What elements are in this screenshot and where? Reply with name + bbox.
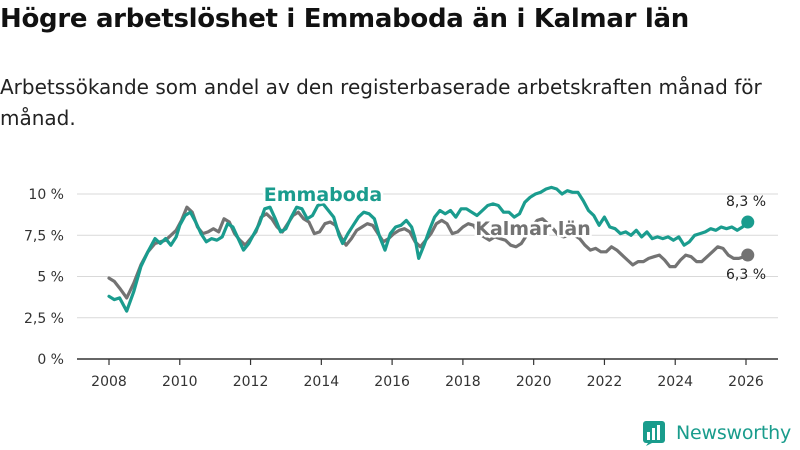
x-axis: 2008 2010 2012 2014 2016 2018 2020 2022 2024 2026 (77, 358, 778, 390)
y-tick-label: 5 % (37, 270, 64, 286)
x-tick-label: 2010 (162, 374, 198, 390)
y-tick-label: 7,5 % (24, 228, 64, 244)
x-tick-label: 2024 (657, 374, 693, 390)
end-value-label-kalmar-lan: 6,3 % (726, 267, 766, 283)
x-tick-label: 2008 (91, 374, 127, 390)
series-line-emmaboda (107, 185, 750, 313)
y-tick-label: 2,5 % (24, 311, 64, 327)
x-tick-label: 2020 (516, 374, 552, 390)
series-lines (107, 185, 755, 313)
x-tick-label: 2016 (374, 374, 410, 390)
series-label-kalmar-lan: Kalmar län (475, 218, 591, 240)
end-value-label-emmaboda: 8,3 % (726, 194, 766, 210)
series-line-kalmar-lan (107, 205, 750, 300)
brand-name: Newsworthy (676, 422, 792, 444)
newsworthy-logo: Newsworthy (642, 418, 791, 448)
chart-title: Högre arbetslöshet i Emmaboda än i Kalma… (0, 4, 689, 34)
x-tick-label: 2026 (728, 374, 764, 390)
series-label-emmaboda: Emmaboda (264, 184, 382, 206)
series-end-point-emmaboda (741, 215, 755, 229)
bar-chart-logo-icon (643, 421, 665, 446)
y-tick-label: 10 % (28, 187, 64, 203)
series-end-point-kalmar-lan (741, 248, 755, 262)
grid-lines (77, 193, 778, 319)
x-tick-label: 2022 (587, 374, 623, 390)
chart-subtitle: Arbetssökande som andel av den registerb… (0, 75, 762, 130)
x-tick-label: 2012 (233, 374, 269, 390)
series-labels: Emmaboda Kalmar län 8,3 % 6,3 % (261, 182, 766, 284)
x-tick-label: 2014 (304, 374, 340, 390)
y-tick-label: 0 % (37, 352, 64, 368)
y-axis-ticks: 0 % 2,5 % 5 % 7,5 % 10 % (24, 187, 64, 368)
x-tick-label: 2018 (445, 374, 481, 390)
